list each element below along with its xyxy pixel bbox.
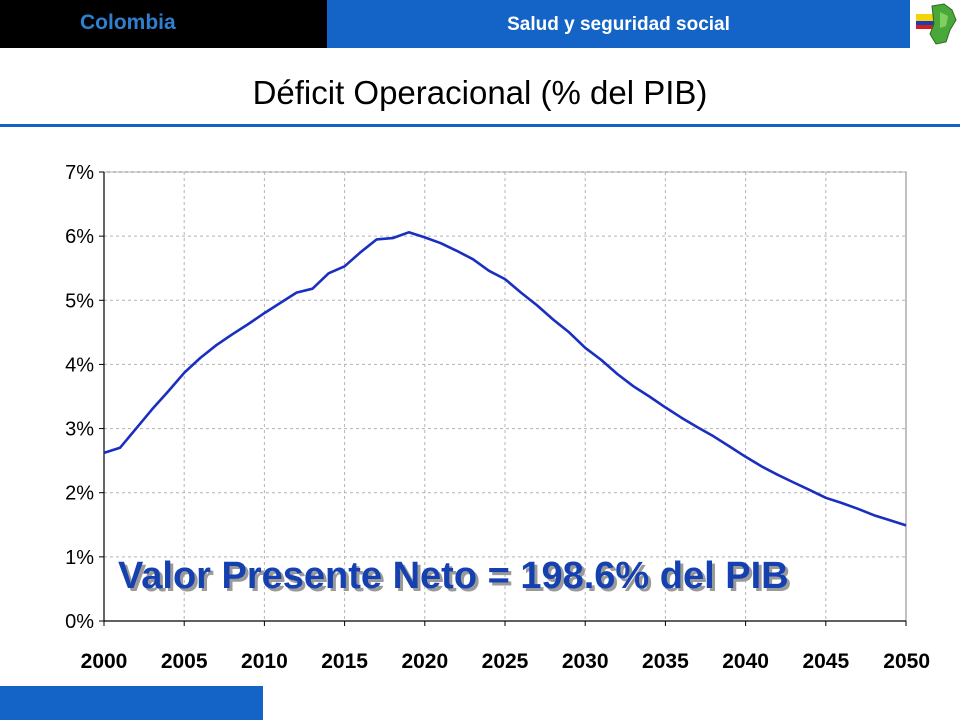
- y-tick-label: 4%: [65, 354, 94, 376]
- y-tick-label: 6%: [65, 226, 94, 248]
- x-tick-label: 2030: [562, 650, 609, 673]
- x-tick-label: 2040: [722, 650, 769, 673]
- chart-title: Déficit Operacional (% del PIB): [252, 74, 708, 111]
- footer-bar: [0, 686, 263, 720]
- x-tick-label: 2050: [883, 650, 930, 673]
- y-tick-label: 1%: [65, 547, 94, 569]
- x-tick-label: 2045: [802, 650, 849, 673]
- colombia-map-flag-icon: [910, 0, 960, 48]
- y-axis-ticks: 0% 1% 2% 3% 4% 5% 6% 7%: [65, 162, 104, 633]
- title-divider: [0, 124, 960, 127]
- npv-annotation: Valor Presente Neto = 198.6% del PIB: [118, 555, 789, 597]
- x-tick-label: 2025: [482, 650, 529, 673]
- x-tick-label: 2000: [81, 650, 128, 673]
- x-tick-label: 2010: [241, 650, 288, 673]
- y-tick-label: 5%: [65, 290, 94, 312]
- y-tick-label: 2%: [65, 483, 94, 505]
- grid-lines: [104, 171, 906, 621]
- country-label: Colombia: [80, 11, 176, 34]
- y-tick-label: 7%: [65, 162, 94, 184]
- y-tick-label: 0%: [65, 611, 94, 633]
- x-tick-label: 2005: [161, 650, 208, 673]
- header-right-bar: Salud y seguridad social: [327, 0, 910, 48]
- x-axis-ticks: 2000 2005 2010 2015 2020 2025 2030 2035 2040 2045…: [81, 621, 930, 673]
- x-tick-label: 2015: [321, 650, 368, 673]
- x-tick-label: 2020: [401, 650, 448, 673]
- header-left-bar: Colombia: [0, 0, 327, 48]
- section-title: Salud y seguridad social: [507, 14, 730, 35]
- series-line-deficit: [103, 231, 907, 527]
- y-tick-label: 3%: [65, 419, 94, 441]
- x-tick-label: 2035: [642, 650, 689, 673]
